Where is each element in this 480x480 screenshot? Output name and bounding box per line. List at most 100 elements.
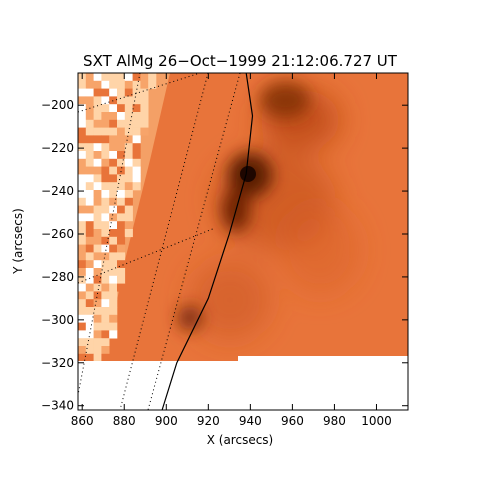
- x-tick-label: 880: [113, 414, 136, 428]
- noise-pixel: [93, 135, 102, 144]
- noise-pixel: [109, 330, 118, 339]
- noise-pixel: [132, 135, 141, 144]
- noise-pixel: [117, 182, 126, 191]
- x-tick-label: 980: [323, 414, 346, 428]
- noise-pixel: [101, 213, 110, 222]
- noise-pixel: [124, 73, 133, 82]
- noise-pixel: [93, 197, 102, 206]
- noise-pixel: [85, 275, 94, 284]
- noise-pixel: [85, 127, 94, 136]
- noise-pixel: [85, 96, 94, 105]
- noise-pixel: [93, 112, 102, 121]
- noise-pixel: [78, 338, 87, 347]
- noise-pixel: [78, 252, 87, 261]
- x-tick-label: 960: [281, 414, 304, 428]
- noise-pixel: [140, 119, 149, 128]
- noise-pixel: [78, 314, 87, 323]
- noise-pixel: [78, 353, 87, 362]
- noise-pixel: [101, 268, 110, 277]
- noise-pixel: [132, 143, 141, 152]
- noise-pixel: [109, 314, 118, 323]
- noise-pixel: [93, 80, 102, 89]
- noise-pixel: [101, 299, 110, 308]
- noise-pixel: [85, 197, 94, 206]
- noise-pixel: [78, 112, 87, 121]
- noise-pixel: [93, 322, 102, 331]
- noise-pixel: [109, 166, 118, 175]
- noise-pixel: [78, 283, 87, 292]
- noise-pixel: [124, 119, 133, 128]
- noise-pixel: [132, 112, 141, 121]
- noise-pixel: [78, 104, 87, 113]
- noise-pixel: [78, 346, 87, 355]
- noise-pixel: [93, 236, 102, 245]
- noise-pixel: [101, 127, 110, 136]
- noise-pixel: [85, 299, 94, 308]
- y-tick-label: −300: [41, 313, 74, 327]
- noise-pixel: [148, 73, 157, 82]
- noise-pixel: [85, 252, 94, 261]
- noise-pixel: [117, 174, 126, 183]
- noise-pixel: [85, 143, 94, 152]
- noise-pixel: [109, 112, 118, 121]
- noise-pixel: [93, 151, 102, 160]
- x-tick-label: 940: [239, 414, 262, 428]
- noise-pixel: [109, 213, 118, 222]
- noise-pixel: [78, 182, 87, 191]
- noise-pixel: [78, 166, 87, 175]
- noise-pixel: [117, 73, 126, 82]
- bright-kernel: [240, 166, 256, 182]
- noise-pixel: [85, 330, 94, 339]
- noise-pixel: [93, 330, 102, 339]
- noise-pixel: [109, 268, 118, 277]
- noise-pixel: [85, 73, 94, 82]
- noise-pixel: [101, 96, 110, 105]
- noise-pixel: [93, 174, 102, 183]
- noise-pixel: [78, 213, 87, 222]
- noise-pixel: [101, 190, 110, 199]
- noise-pixel: [78, 236, 87, 245]
- noise-pixel: [109, 244, 118, 253]
- noise-pixel: [101, 166, 110, 175]
- noise-pixel: [124, 104, 133, 113]
- noise-pixel: [101, 174, 110, 183]
- noise-pixel: [78, 291, 87, 300]
- noise-pixel: [109, 73, 118, 82]
- noise-pixel: [109, 205, 118, 214]
- noise-pixel: [148, 80, 157, 89]
- noise-pixel: [109, 182, 118, 191]
- noise-pixel: [101, 88, 110, 97]
- noise-pixel: [101, 73, 110, 82]
- noise-pixel: [85, 119, 94, 128]
- noise-pixel: [101, 182, 110, 191]
- noise-pixel: [109, 252, 118, 261]
- noise-pixel: [85, 353, 94, 362]
- noise-pixel: [140, 96, 149, 105]
- noise-pixel: [93, 182, 102, 191]
- noise-pixel: [109, 221, 118, 230]
- noise-pixel: [93, 158, 102, 167]
- noise-pixel: [85, 88, 94, 97]
- noise-pixel: [117, 205, 126, 214]
- noise-pixel: [117, 127, 126, 136]
- noise-pixel: [93, 299, 102, 308]
- noise-pixel: [101, 244, 110, 253]
- noise-pixel: [124, 221, 133, 230]
- noise-pixel: [85, 182, 94, 191]
- noise-pixel: [124, 135, 133, 144]
- noise-pixel: [124, 127, 133, 136]
- noise-pixel: [124, 197, 133, 206]
- noise-pixel: [85, 135, 94, 144]
- noise-pixel: [93, 314, 102, 323]
- noise-pixel: [78, 229, 87, 238]
- noise-pixel: [109, 283, 118, 292]
- noise-pixel: [85, 229, 94, 238]
- noise-pixel: [93, 221, 102, 230]
- y-tick-label: −200: [41, 98, 74, 112]
- noise-pixel: [109, 158, 118, 167]
- noise-pixel: [93, 213, 102, 222]
- noise-pixel: [93, 119, 102, 128]
- noise-pixel: [124, 190, 133, 199]
- noise-pixel: [124, 88, 133, 97]
- noise-pixel: [124, 112, 133, 121]
